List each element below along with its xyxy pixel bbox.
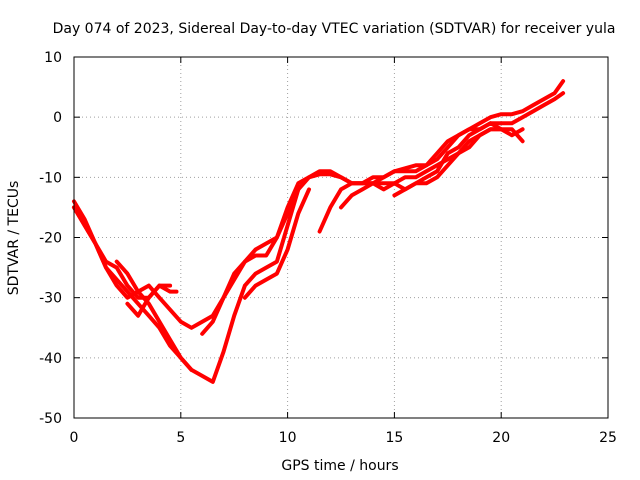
y-tick-label: -40 — [39, 351, 62, 367]
axis-ticks: 0 5 10 15 20 25 10 0 -10 -20 -30 -40 -50 — [39, 50, 617, 446]
x-tick-label: 20 — [492, 430, 510, 446]
series-line-track-4 — [114, 259, 194, 372]
series-line-track-7 — [242, 187, 311, 300]
y-axis-label: SDTVAR / TECUs — [6, 181, 22, 296]
x-axis-label: GPS time / hours — [281, 458, 398, 474]
x-tick-label: 5 — [176, 430, 185, 446]
y-tick-label: -10 — [39, 170, 62, 186]
y-tick-label: -30 — [39, 291, 62, 307]
x-tick-label: 15 — [385, 430, 403, 446]
chart-title: Day 074 of 2023, Sidereal Day-to-day VTE… — [53, 21, 616, 37]
x-tick-label: 10 — [279, 430, 297, 446]
series-line-track-5 — [125, 283, 173, 318]
y-tick-label: 10 — [44, 50, 62, 66]
y-tick-label: 0 — [53, 110, 62, 126]
series-line-track-6 — [200, 187, 301, 336]
grid-lines — [74, 57, 608, 418]
series-layer — [72, 79, 566, 384]
series-line-track-2 — [72, 79, 566, 330]
series-line-track-10 — [392, 127, 504, 198]
y-tick-label: -20 — [39, 231, 62, 247]
y-tick-label: -50 — [39, 411, 62, 427]
series-line-track-9 — [339, 121, 525, 210]
x-tick-label: 0 — [70, 430, 79, 446]
x-tick-label: 25 — [599, 430, 617, 446]
